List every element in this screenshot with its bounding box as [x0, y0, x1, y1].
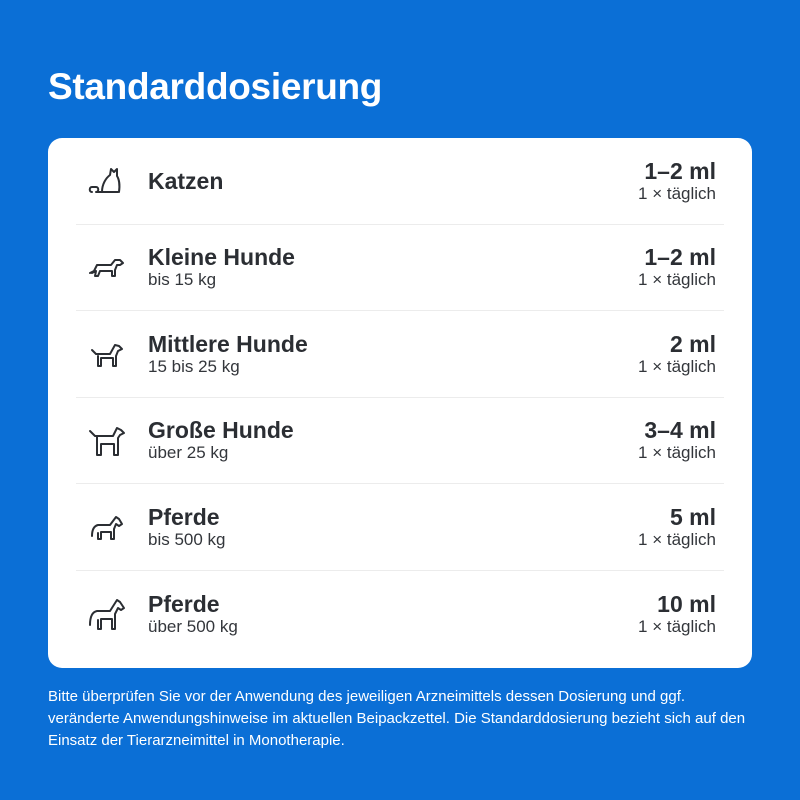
dosage-row-small-dogs: Kleine Hunde bis 15 kg 1–2 ml 1 × täglich	[76, 225, 724, 311]
frequency: 1 × täglich	[638, 356, 716, 376]
frequency: 1 × täglich	[638, 616, 716, 636]
dose: 1–2 ml	[644, 244, 716, 271]
weight-range: 15 bis 25 kg	[148, 356, 240, 376]
cat-icon	[86, 160, 128, 202]
animal-name: Große Hunde	[148, 417, 294, 444]
dose: 1–2 ml	[644, 157, 716, 184]
animal-name: Katzen	[148, 167, 224, 194]
dosage-row-medium-dogs: Mittlere Hunde 15 bis 25 kg 2 ml 1 × tägli…	[76, 311, 724, 398]
large-horse-icon	[86, 593, 128, 635]
frequency: 1 × täglich	[638, 183, 716, 203]
dosage-card: Katzen 1–2 ml 1 × täglich Kleine Hunde bis…	[48, 138, 752, 668]
dosage-row-large-horses: Pferde über 500 kg 10 ml 1 × täglich	[76, 571, 724, 658]
animal-name: Pferde	[148, 503, 220, 530]
weight-range: bis 500 kg	[148, 529, 226, 549]
small-dog-icon	[86, 246, 128, 288]
large-dog-icon	[86, 419, 128, 461]
page-title: Standarddosierung	[48, 66, 383, 107]
weight-range: bis 15 kg	[148, 270, 217, 290]
dose: 2 ml	[669, 330, 716, 357]
dose: 5 ml	[669, 503, 716, 530]
dose: 3–4 ml	[644, 417, 716, 444]
dose: 10 ml	[657, 590, 716, 617]
animal-name: Pferde	[148, 590, 220, 617]
dosage-row-horses: Pferde bis 500 kg 5 ml 1 × täglich	[76, 484, 724, 571]
frequency: 1 × täglich	[638, 529, 716, 549]
disclaimer-note: Bitte überprüfen Sie vor der Anwendung d…	[48, 688, 746, 749]
animal-name: Mittlere Hunde	[148, 330, 308, 357]
dosage-row-large-dogs: Große Hunde über 25 kg 3–4 ml 1 × täglich	[76, 398, 724, 484]
dosage-row-cats: Katzen 1–2 ml 1 × täglich	[76, 138, 724, 225]
weight-range: über 500 kg	[148, 616, 238, 636]
frequency: 1 × täglich	[638, 443, 716, 463]
medium-dog-icon	[86, 333, 128, 375]
horse-icon	[86, 506, 128, 548]
animal-name: Kleine Hunde	[148, 244, 295, 271]
weight-range: über 25 kg	[148, 443, 229, 463]
frequency: 1 × täglich	[638, 270, 716, 290]
